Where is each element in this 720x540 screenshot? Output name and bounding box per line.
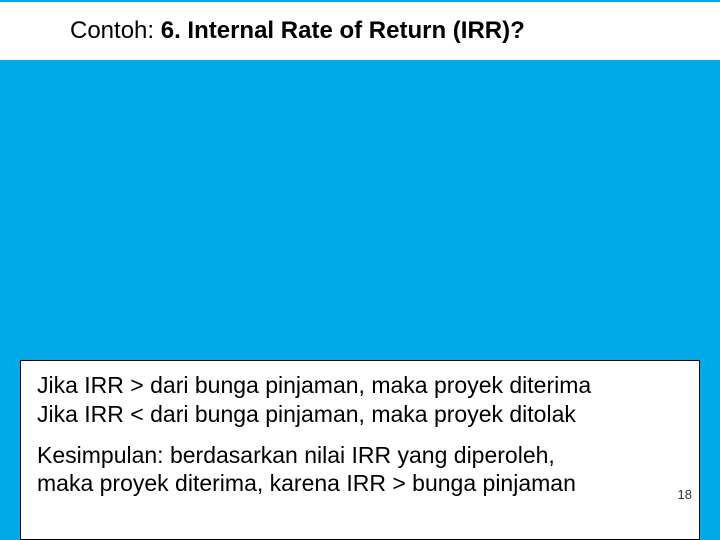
content-box: Jika IRR > dari bunga pinjaman, maka pro… [20,360,700,540]
title-bar: Contoh: 6. Internal Rate of Return (IRR)… [0,2,720,60]
spacer [37,429,683,441]
title-main: 6. Internal Rate of Return (IRR)? [161,17,525,44]
title-prefix: Contoh: [70,17,161,44]
conclusion-cut: maka proyek diterima, karena IRR > bunga… [37,469,683,498]
page-number: 18 [678,487,692,502]
slide: Contoh: 6. Internal Rate of Return (IRR)… [0,0,720,540]
title-text: Contoh: 6. Internal Rate of Return (IRR)… [70,17,525,45]
rule-reject: Jika IRR < dari bunga pinjaman, maka pro… [37,400,683,429]
conclusion-line: Kesimpulan: berdasarkan nilai IRR yang d… [37,441,683,470]
rule-accept: Jika IRR > dari bunga pinjaman, maka pro… [37,371,683,400]
